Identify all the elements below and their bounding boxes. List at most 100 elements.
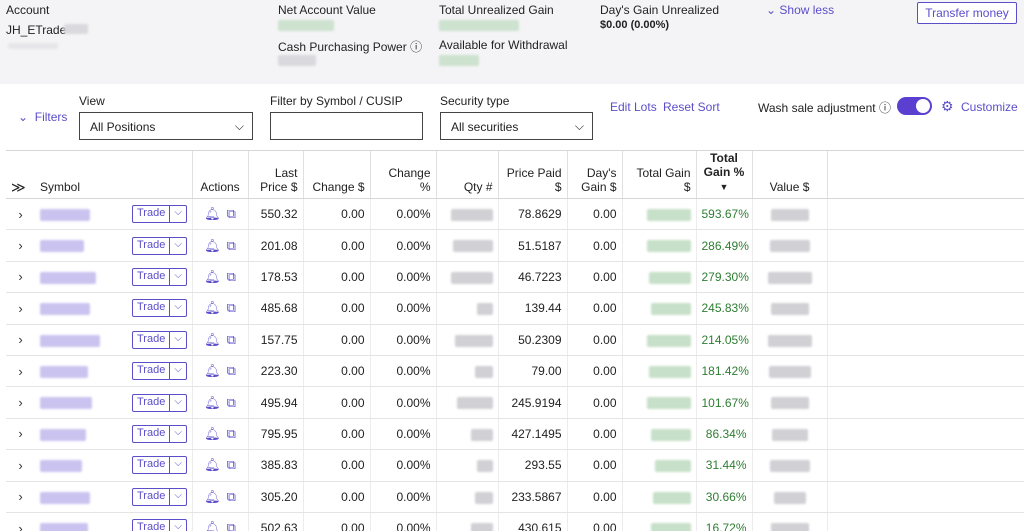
add-to-watchlist-icon[interactable]: ⧉ bbox=[226, 394, 236, 410]
add-to-watchlist-icon[interactable]: ⧉ bbox=[226, 331, 236, 347]
masked-symbol bbox=[40, 460, 82, 473]
expand-all-icon[interactable]: ≫ bbox=[6, 151, 35, 199]
trade-button[interactable]: Trade ⌵ bbox=[132, 330, 187, 349]
change-cell: 0.00 bbox=[303, 512, 371, 531]
chevron-down-icon[interactable]: ⌵ bbox=[174, 269, 182, 281]
trade-button[interactable]: Trade ⌵ bbox=[132, 299, 187, 318]
expand-row-icon[interactable]: › bbox=[6, 355, 35, 388]
symbol-link[interactable] bbox=[35, 292, 127, 325]
symbol-link[interactable] bbox=[35, 386, 127, 419]
trade-button[interactable]: Trade ⌵ bbox=[132, 424, 187, 443]
value-cell bbox=[752, 512, 828, 531]
trade-button[interactable]: Trade ⌵ bbox=[132, 267, 187, 286]
expand-row-icon[interactable]: › bbox=[6, 229, 35, 262]
expand-row-icon[interactable]: › bbox=[6, 198, 35, 231]
expand-row-icon[interactable]: › bbox=[6, 481, 35, 513]
col-last-price[interactable]: Last Price $ bbox=[248, 151, 304, 199]
chevron-down-icon[interactable]: ⌵ bbox=[174, 395, 182, 407]
info-icon[interactable]: ⓘ bbox=[878, 101, 891, 115]
change-pct-cell: 0.00% bbox=[370, 198, 437, 231]
col-days-gain[interactable]: Day's Gain $ bbox=[567, 151, 623, 199]
symbol-link[interactable] bbox=[35, 481, 127, 513]
add-to-watchlist-icon[interactable]: ⧉ bbox=[226, 268, 236, 284]
bell-icon[interactable]: 🔔︎ bbox=[204, 331, 221, 347]
security-type-select[interactable]: All securities ⌵ bbox=[440, 112, 593, 140]
account-selector[interactable]: JH_ETrade bbox=[6, 23, 67, 37]
bell-icon[interactable]: 🔔︎ bbox=[204, 425, 221, 441]
chevron-down-icon[interactable]: ⌵ bbox=[174, 458, 182, 470]
add-to-watchlist-icon[interactable]: ⧉ bbox=[226, 237, 236, 253]
add-to-watchlist-icon[interactable]: ⧉ bbox=[226, 206, 236, 222]
bell-icon[interactable]: 🔔︎ bbox=[204, 237, 221, 253]
chevron-down-icon[interactable]: ⌵ bbox=[174, 207, 182, 219]
add-to-watchlist-icon[interactable]: ⧉ bbox=[226, 520, 236, 531]
symbol-filter-input[interactable] bbox=[270, 112, 423, 140]
trade-button[interactable]: Trade ⌵ bbox=[132, 456, 187, 475]
bell-icon[interactable]: 🔔︎ bbox=[204, 206, 221, 222]
filters-toggle[interactable]: ⌄ Filters bbox=[18, 110, 68, 124]
symbol-link[interactable] bbox=[35, 261, 127, 294]
add-to-watchlist-icon[interactable]: ⧉ bbox=[226, 457, 236, 473]
bell-icon[interactable]: 🔔︎ bbox=[204, 457, 221, 473]
change-cell: 0.00 bbox=[303, 198, 371, 231]
col-price-paid[interactable]: Price Paid $ bbox=[498, 151, 568, 199]
col-value[interactable]: Value $ bbox=[752, 151, 828, 199]
symbol-link[interactable] bbox=[35, 229, 127, 262]
col-change[interactable]: Change $ bbox=[303, 151, 371, 199]
symbol-link[interactable] bbox=[35, 418, 127, 451]
show-less-link[interactable]: ⌄ Show less bbox=[766, 3, 835, 17]
trade-button[interactable]: Trade ⌵ bbox=[132, 487, 187, 506]
row-filler bbox=[827, 418, 1024, 451]
edit-lots-link[interactable]: Edit Lots bbox=[610, 100, 657, 114]
trade-button[interactable]: Trade ⌵ bbox=[132, 393, 187, 412]
expand-row-icon[interactable]: › bbox=[6, 386, 35, 419]
view-select[interactable]: All Positions ⌵ bbox=[79, 112, 253, 140]
chevron-down-icon[interactable]: ⌵ bbox=[174, 489, 182, 501]
qty-cell bbox=[436, 198, 499, 231]
col-qty[interactable]: Qty # bbox=[436, 151, 499, 199]
add-to-watchlist-icon[interactable]: ⧉ bbox=[226, 300, 236, 316]
chevron-down-icon[interactable]: ⌵ bbox=[174, 426, 182, 438]
customize-link[interactable]: Customize bbox=[961, 100, 1018, 114]
symbol-link[interactable] bbox=[35, 198, 127, 231]
bell-icon[interactable]: 🔔︎ bbox=[204, 520, 221, 531]
col-change-pct[interactable]: Change % bbox=[370, 151, 437, 199]
bell-icon[interactable]: 🔔︎ bbox=[204, 394, 221, 410]
symbol-link[interactable] bbox=[35, 355, 127, 388]
trade-button[interactable]: Trade ⌵ bbox=[132, 205, 187, 224]
reset-sort-link[interactable]: Reset Sort bbox=[663, 100, 720, 114]
chevron-down-icon[interactable]: ⌵ bbox=[174, 301, 182, 313]
expand-row-icon[interactable]: › bbox=[6, 324, 35, 356]
bell-icon[interactable]: 🔔︎ bbox=[204, 363, 221, 379]
transfer-money-button[interactable]: Transfer money bbox=[917, 2, 1017, 24]
col-total-gain[interactable]: Total Gain $ bbox=[622, 151, 697, 199]
chevron-down-icon[interactable]: ⌵ bbox=[174, 332, 182, 344]
trade-button[interactable]: Trade ⌵ bbox=[132, 519, 187, 531]
expand-row-icon[interactable]: › bbox=[6, 418, 35, 451]
trade-button[interactable]: Trade ⌵ bbox=[132, 236, 187, 255]
chevron-down-icon[interactable]: ⌵ bbox=[174, 364, 182, 376]
expand-row-icon[interactable]: › bbox=[6, 449, 35, 482]
col-symbol[interactable]: Symbol bbox=[35, 151, 127, 199]
info-icon[interactable]: ⓘ bbox=[410, 40, 423, 54]
value-cell bbox=[752, 449, 828, 482]
gear-icon[interactable]: ⚙ bbox=[941, 98, 954, 114]
value-cell bbox=[752, 198, 828, 231]
symbol-link[interactable] bbox=[35, 512, 127, 531]
expand-row-icon[interactable]: › bbox=[6, 292, 35, 325]
expand-row-icon[interactable]: › bbox=[6, 261, 35, 294]
symbol-link[interactable] bbox=[35, 324, 127, 356]
add-to-watchlist-icon[interactable]: ⧉ bbox=[226, 488, 236, 504]
expand-row-icon[interactable]: › bbox=[6, 512, 35, 531]
col-total-gain-pct[interactable]: Total Gain % ▼ bbox=[696, 151, 753, 199]
bell-icon[interactable]: 🔔︎ bbox=[204, 488, 221, 504]
bell-icon[interactable]: 🔔︎ bbox=[204, 300, 221, 316]
chevron-down-icon[interactable]: ⌵ bbox=[174, 521, 182, 531]
bell-icon[interactable]: 🔔︎ bbox=[204, 268, 221, 284]
trade-button[interactable]: Trade ⌵ bbox=[132, 362, 187, 381]
wash-sale-toggle[interactable] bbox=[897, 97, 932, 115]
add-to-watchlist-icon[interactable]: ⧉ bbox=[226, 363, 236, 379]
chevron-down-icon[interactable]: ⌵ bbox=[174, 238, 182, 250]
add-to-watchlist-icon[interactable]: ⧉ bbox=[226, 425, 236, 441]
symbol-link[interactable] bbox=[35, 449, 127, 482]
